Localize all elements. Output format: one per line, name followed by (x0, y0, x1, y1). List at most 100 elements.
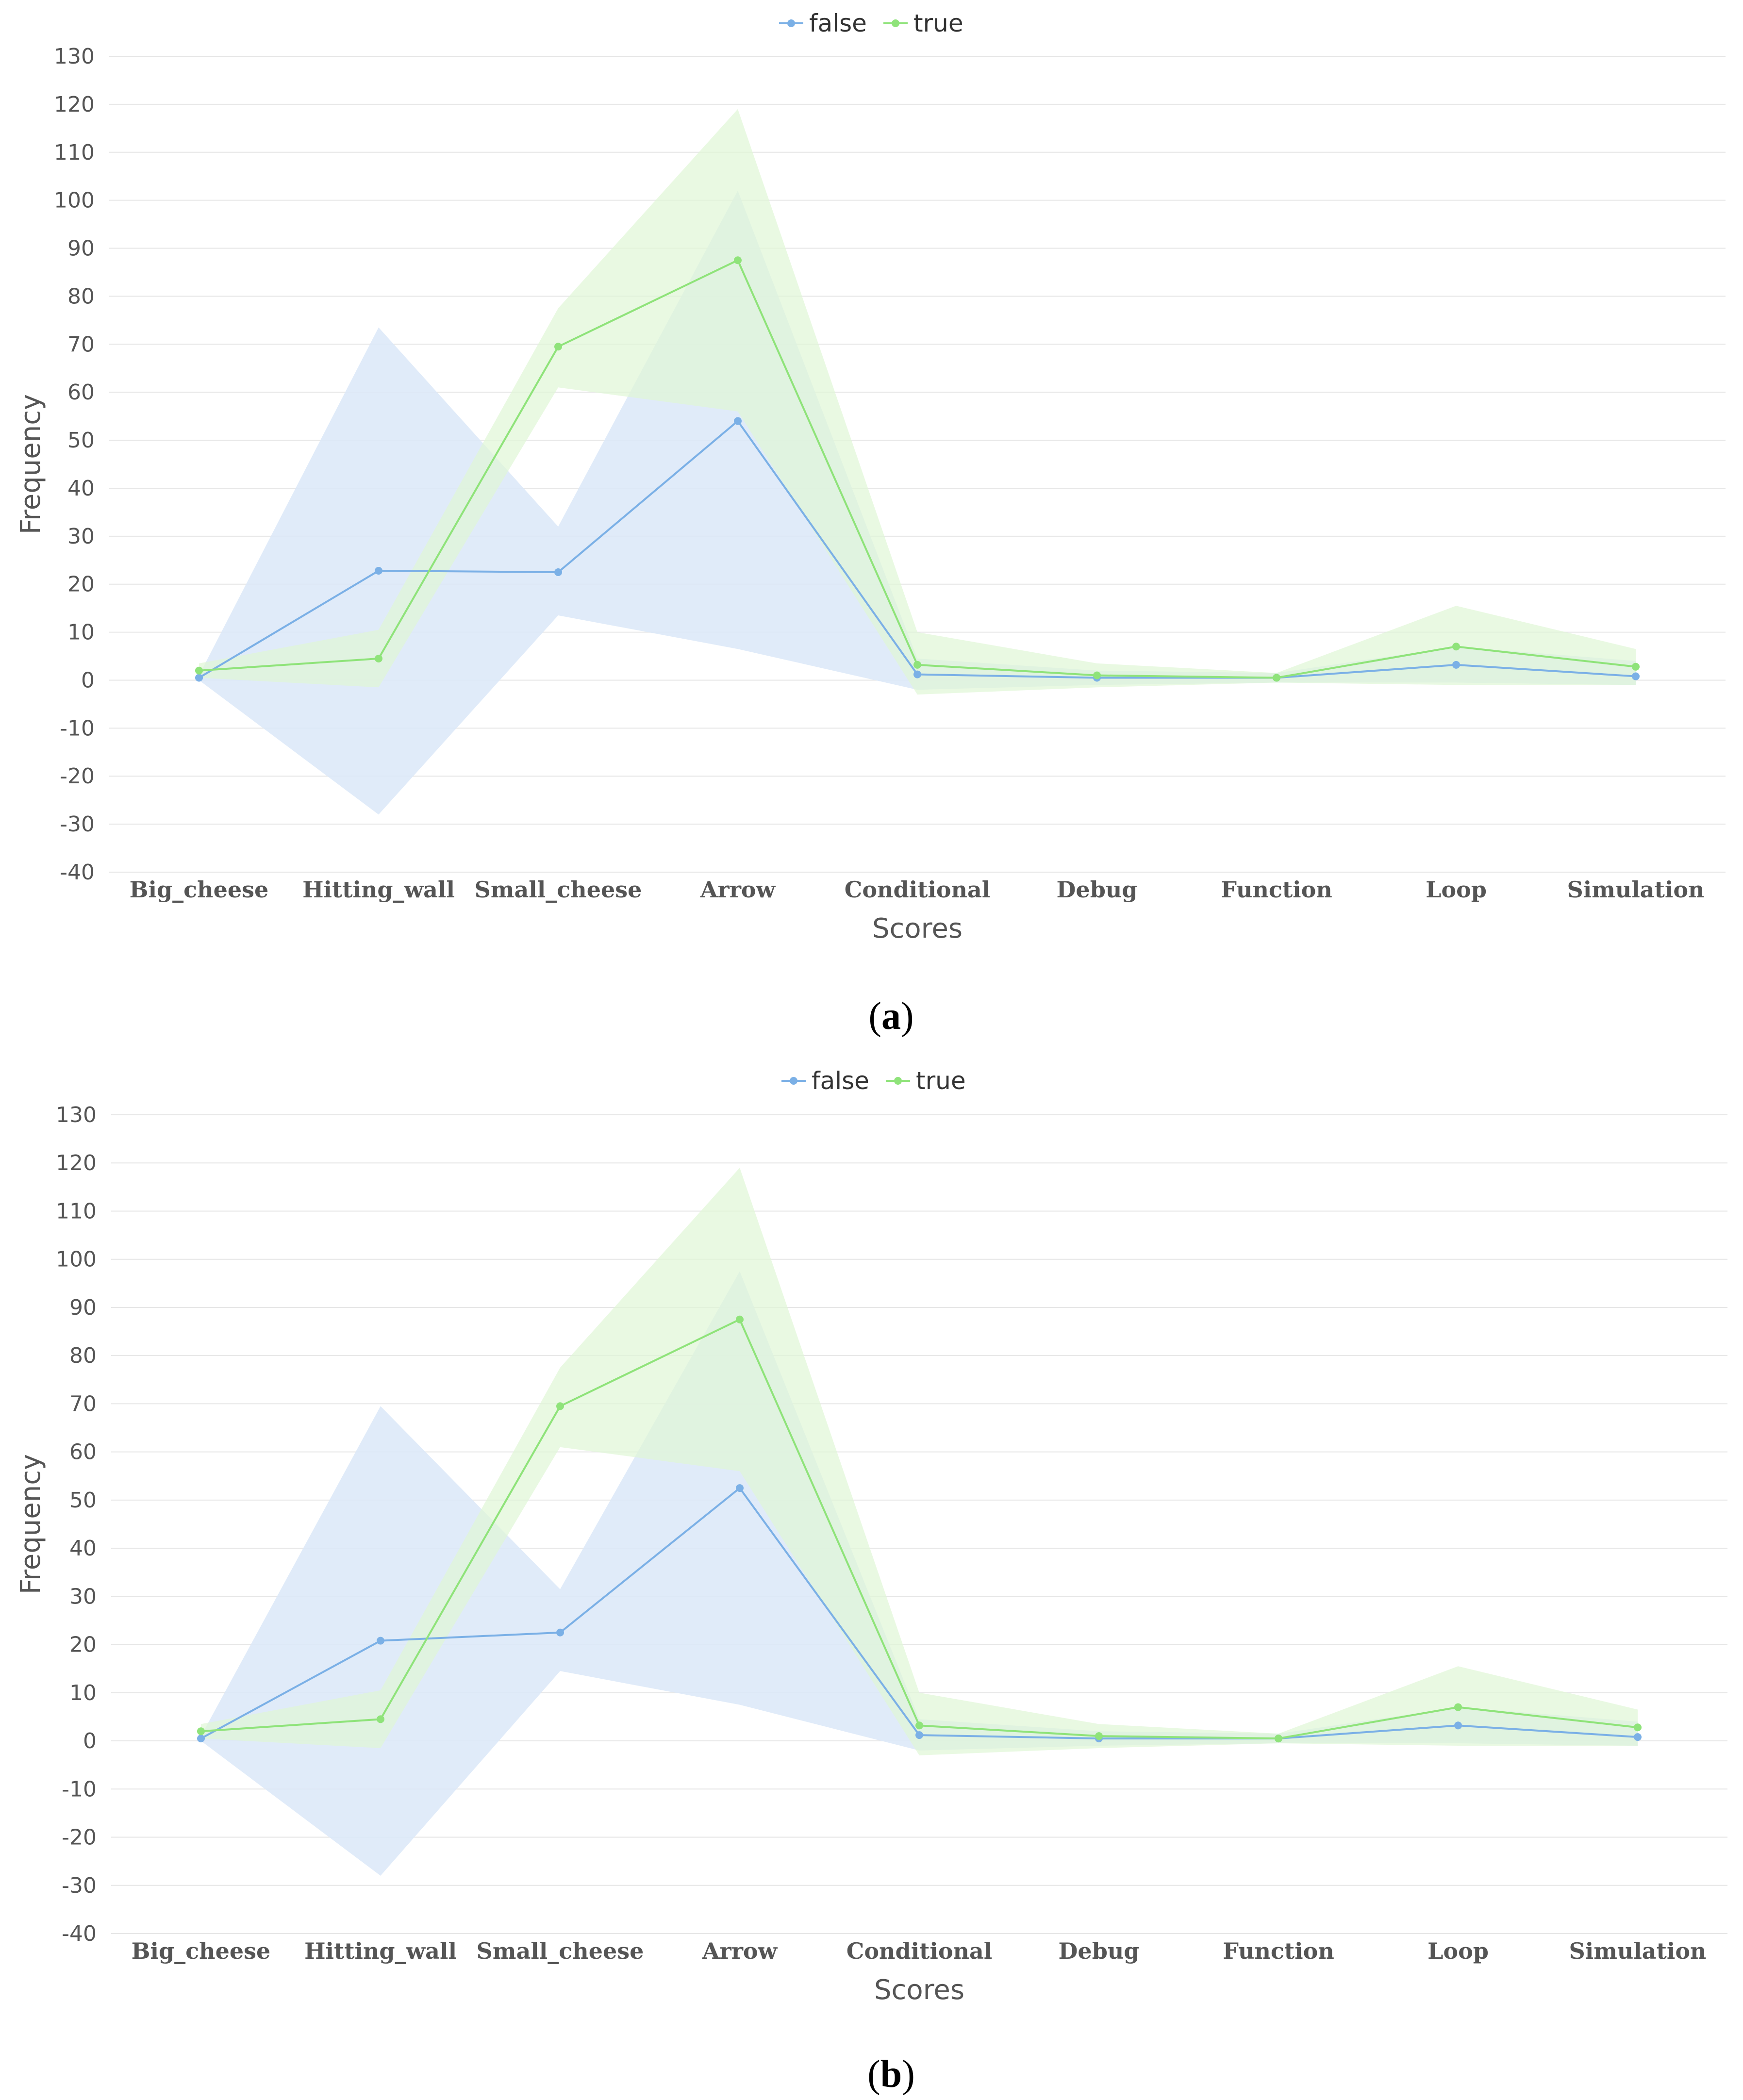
chart1-ytick-label: 120 (56, 1151, 97, 1175)
chart1-ytick-label: 10 (69, 1681, 97, 1705)
chart1-ytick-label: 30 (69, 1584, 97, 1609)
chart0-ytick-label: 60 (67, 380, 95, 405)
chart1-xtick-label: Loop (1428, 1938, 1489, 1964)
chart0-ytick-label: 80 (67, 284, 95, 309)
chart-a-svg: 1301201101009080706050403020100-10-20-30… (15, 9, 1726, 1038)
chart1-legend-label-false: false (812, 1067, 869, 1095)
chart0-caption-close: ) (901, 995, 914, 1038)
chart0-ytick-label: 100 (54, 188, 95, 213)
chart0-band-false (199, 190, 1636, 815)
chart0-band-true (199, 109, 1636, 695)
chart1-xtick-label: Simulation (1569, 1938, 1707, 1964)
chart1-point-true (1634, 1723, 1642, 1732)
chart0-xtick-label: Simulation (1567, 876, 1705, 903)
chart0-point-true (1632, 662, 1640, 671)
chart0-xtick-label: Conditional (845, 876, 991, 903)
chart0-ytick-label: -10 (60, 716, 95, 741)
chart1-xtick-label: Small_cheese (477, 1938, 644, 1964)
chart1-point-true (1275, 1735, 1282, 1743)
chart1-point-true (1095, 1732, 1103, 1740)
chart0-legend-marker-true (892, 19, 899, 27)
chart1-point-false (915, 1731, 923, 1739)
chart0-point-true (1273, 674, 1280, 682)
chart1-ytick-label: 40 (69, 1536, 97, 1561)
chart1-point-true (736, 1315, 744, 1323)
chart1-ytick-label: -40 (62, 1921, 97, 1946)
chart0-xtick-label: Small_cheese (475, 876, 642, 903)
chart1-xtick-label: Arrow (702, 1938, 778, 1964)
chart1-point-true (377, 1715, 384, 1723)
chart1-ytick-label: 100 (56, 1247, 97, 1272)
chart0-ytick-label: 50 (67, 428, 95, 453)
chart1-ytick-label: 110 (56, 1199, 97, 1224)
chart1-ytick-label: -30 (62, 1873, 97, 1898)
chart-panel-a: 130 120 110 100 90 80 70 60 50 40 30 20 10 0 -10 -20 -30… (15, 9, 1726, 1038)
chart1-band-false (201, 1271, 1638, 1876)
chart0-legend-marker-false (787, 19, 795, 27)
chart1-ytick-label: 90 (69, 1295, 97, 1320)
chart1-ytick-label: 20 (69, 1633, 97, 1657)
chart0-y-axis-title: Frequency (15, 394, 47, 534)
chart1-caption-open: ( (867, 2053, 880, 2096)
chart0-x-axis-title: Scores (872, 913, 963, 944)
chart0-caption-open: ( (868, 995, 881, 1038)
chart0-xtick-label: Function (1221, 876, 1332, 903)
chart1-ytick-label: -20 (62, 1825, 97, 1850)
chart1-legend-label-true: true (916, 1067, 966, 1095)
chart0-ytick-label: -30 (60, 812, 95, 837)
chart0-point-false (195, 674, 203, 682)
chart0-ytick-label: 110 (54, 140, 95, 165)
chart1-xtick-label: Debug (1059, 1938, 1140, 1964)
chart0-xtick-label: Debug (1057, 876, 1138, 903)
chart0-xtick-label: Loop (1426, 876, 1487, 903)
chart1-point-false (556, 1628, 564, 1637)
chart0-ytick-label: 130 (54, 44, 95, 69)
chart1-ytick-label: -10 (62, 1777, 97, 1802)
chart0-xtick-label: Hitting_wall (302, 876, 455, 903)
chart1-point-true (1454, 1703, 1462, 1711)
chart0-ytick-label: -20 (60, 764, 95, 789)
chart0-ytick-label: 10 (67, 620, 95, 645)
chart0-point-false (913, 670, 921, 678)
chart0-legend-label-true: true (913, 9, 963, 37)
chart0-xtick-label: Arrow (700, 876, 776, 903)
chart1-ytick-label: 0 (83, 1729, 97, 1753)
chart0-point-true (1452, 643, 1460, 651)
chart0-ytick-label: 70 (67, 332, 95, 357)
chart1-band-true (201, 1168, 1638, 1755)
chart1-point-false (1634, 1733, 1642, 1741)
chart0-caption-letter: a (881, 995, 901, 1038)
chart0-point-true (913, 661, 921, 669)
chart0-point-false (734, 417, 742, 425)
chart-b-svg: 1301201101009080706050403020100-10-20-30… (15, 1067, 1727, 2096)
chart0-ytick-label: 30 (67, 524, 95, 549)
chart1-xtick-label: Big_cheese (132, 1938, 271, 1964)
chart0-point-false (375, 567, 382, 575)
chart1-legend-marker-true (894, 1077, 902, 1085)
chart1-point-false (736, 1484, 744, 1492)
chart0-point-true (554, 343, 562, 351)
chart1-caption-close: ) (902, 2053, 915, 2096)
chart1-caption: (b) (867, 2053, 915, 2096)
chart0-ytick-label: 40 (67, 476, 95, 501)
chart1-point-true (915, 1721, 923, 1730)
chart1-point-false (377, 1637, 384, 1645)
chart1-ytick-label: 80 (69, 1343, 97, 1368)
chart0-ytick-label: 120 (54, 92, 95, 117)
chart0-point-false (1632, 672, 1640, 680)
chart1-legend-marker-false (790, 1077, 797, 1085)
chart0-legend-label-false: false (809, 9, 867, 37)
chart0-point-true (195, 666, 203, 675)
chart1-x-axis-title: Scores (874, 1974, 964, 2006)
chart0-point-true (1093, 671, 1101, 679)
chart0-ytick-label: 20 (67, 572, 95, 597)
chart0-xtick-label: Big_cheese (130, 876, 269, 903)
chart0-caption: (a) (868, 995, 913, 1038)
chart1-y-axis-title: Frequency (15, 1454, 47, 1594)
chart1-ytick-label: 50 (69, 1488, 97, 1513)
chart1-point-false (1454, 1721, 1462, 1730)
chart0-point-true (375, 654, 382, 662)
chart0-ytick-label: 90 (67, 236, 95, 261)
chart0-ytick-label: -40 (60, 860, 95, 885)
chart-panel-b: 130 120 110 100 90 80 70 60 50 40 30 20 10 0 -10 -20 -30… (0, 1056, 1743, 2100)
